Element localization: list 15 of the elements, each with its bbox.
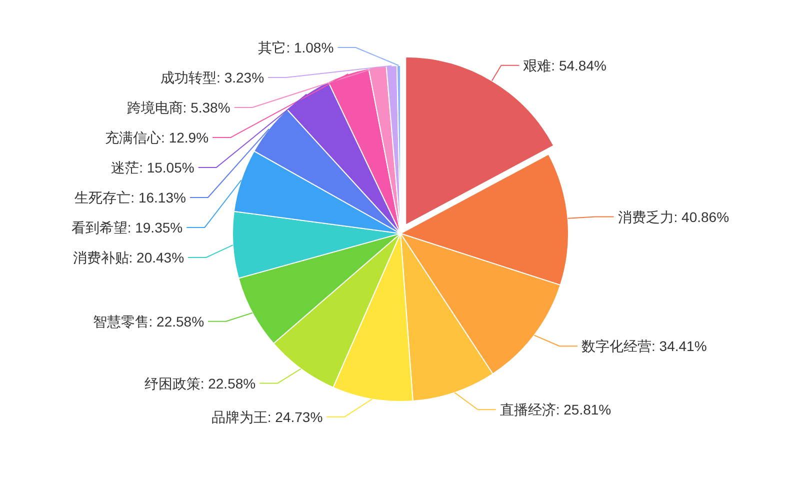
slice-label: 直播经济: 25.81% <box>500 402 612 418</box>
slice-label: 智慧零售: 22.58% <box>92 313 204 330</box>
slice-label: 成功转型: 3.23% <box>160 70 264 86</box>
slice-label: 跨境电商: 5.38% <box>126 100 230 116</box>
slice-label: 消费乏力: 40.86% <box>618 208 730 225</box>
slice-label: 数字化经营: 34.41% <box>582 338 707 354</box>
slice-label: 品牌为王: 24.73% <box>211 408 323 425</box>
slice-label: 看到希望: 19.35% <box>71 220 183 236</box>
slice-label: 迷茫: 15.05% <box>111 160 194 176</box>
slice-label: 纾困政策: 22.58% <box>144 375 256 392</box>
slice-label: 充满信心: 12.9% <box>105 130 209 146</box>
slice-label: 艰难: 54.84% <box>523 57 606 74</box>
slice-label: 其它: 1.08% <box>258 40 334 56</box>
slice-label: 生死存亡: 16.13% <box>74 190 186 206</box>
slice-label: 消费补贴: 20.43% <box>72 250 184 266</box>
